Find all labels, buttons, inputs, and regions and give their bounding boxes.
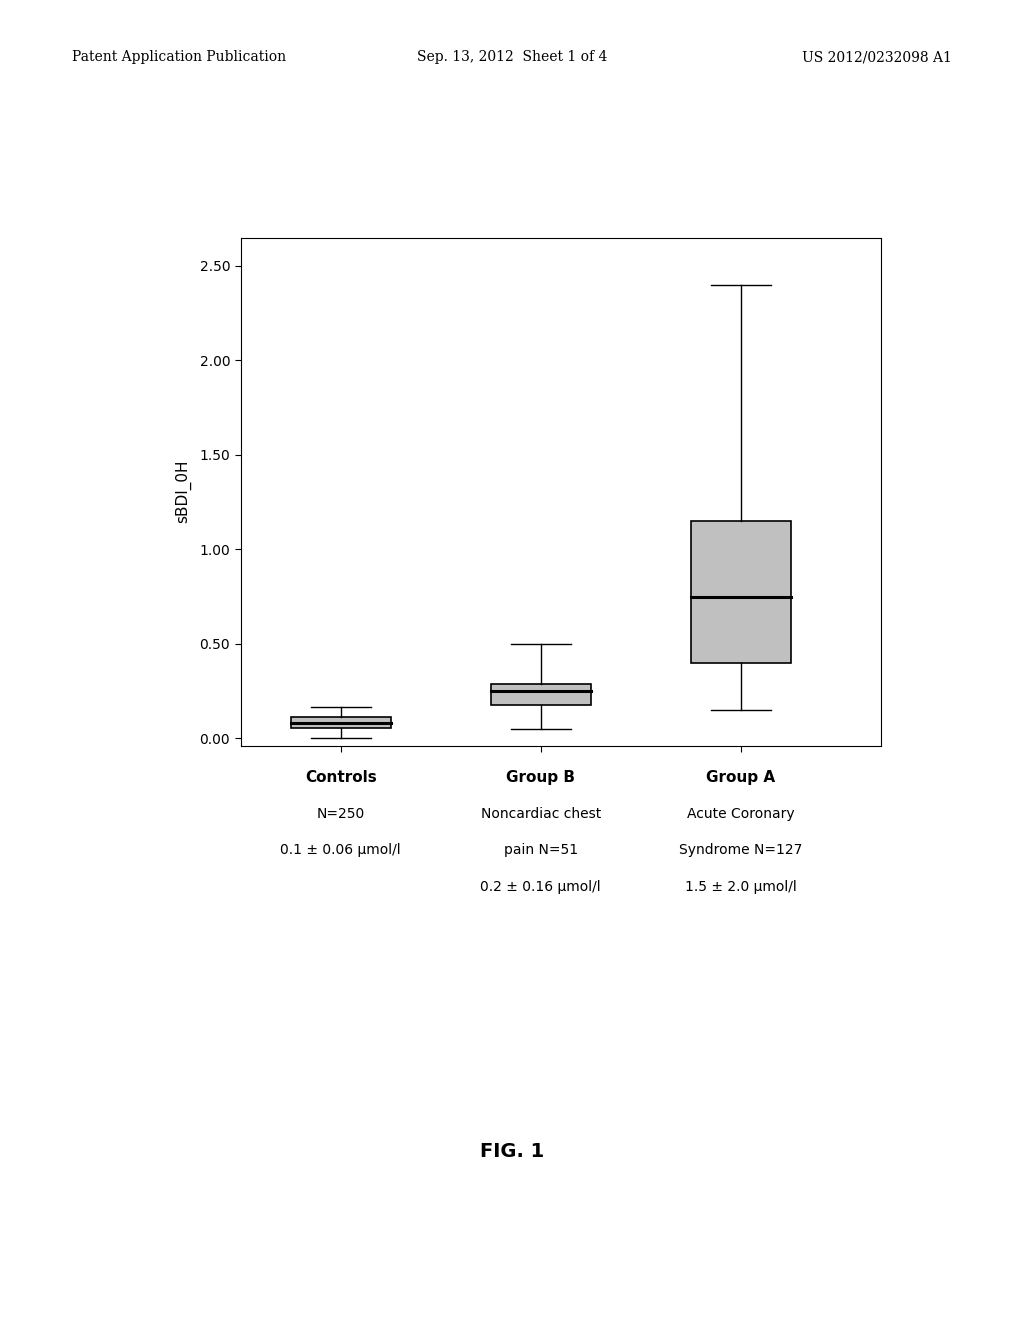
- Text: N=250: N=250: [316, 807, 365, 821]
- Bar: [291, 717, 390, 727]
- Text: Controls: Controls: [305, 770, 377, 784]
- Y-axis label: sBDI_0H: sBDI_0H: [175, 459, 191, 524]
- Bar: [690, 521, 791, 663]
- Text: 0.2 ± 0.16 μmol/l: 0.2 ± 0.16 μmol/l: [480, 880, 601, 895]
- Text: pain N=51: pain N=51: [504, 843, 578, 858]
- Text: Group B: Group B: [506, 770, 575, 784]
- Text: Patent Application Publication: Patent Application Publication: [72, 50, 286, 65]
- Text: Noncardiac chest: Noncardiac chest: [480, 807, 601, 821]
- Text: Acute Coronary: Acute Coronary: [687, 807, 795, 821]
- Text: 0.1 ± 0.06 μmol/l: 0.1 ± 0.06 μmol/l: [281, 843, 401, 858]
- Text: Sep. 13, 2012  Sheet 1 of 4: Sep. 13, 2012 Sheet 1 of 4: [417, 50, 607, 65]
- Text: Syndrome N=127: Syndrome N=127: [679, 843, 803, 858]
- Bar: [490, 684, 591, 705]
- Text: 1.5 ± 2.0 μmol/l: 1.5 ± 2.0 μmol/l: [685, 880, 797, 895]
- Text: FIG. 1: FIG. 1: [480, 1142, 544, 1160]
- Text: US 2012/0232098 A1: US 2012/0232098 A1: [803, 50, 952, 65]
- Text: Group A: Group A: [707, 770, 775, 784]
